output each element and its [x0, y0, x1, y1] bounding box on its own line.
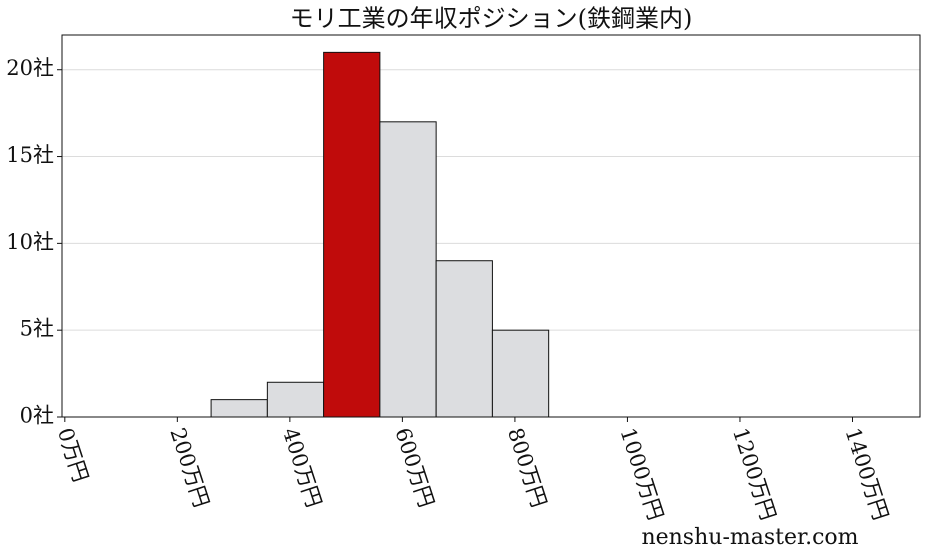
- watermark: nenshu-master.com: [641, 525, 858, 550]
- bar: [491, 329, 550, 418]
- bar: [210, 399, 268, 418]
- chart-title: モリ工業の年収ポジション(鉄鋼業内): [290, 5, 693, 33]
- y-tick-label: 0社: [20, 404, 54, 428]
- bar: [379, 121, 437, 418]
- y-tick-label: 15社: [6, 143, 54, 167]
- y-tick-label: 10社: [6, 230, 54, 254]
- bar: [323, 51, 381, 418]
- bar: [435, 260, 493, 418]
- y-tick-label: 5社: [20, 317, 54, 341]
- plot-frame: [61, 34, 921, 418]
- bar: [266, 381, 325, 418]
- y-tick-label: 20社: [6, 56, 54, 80]
